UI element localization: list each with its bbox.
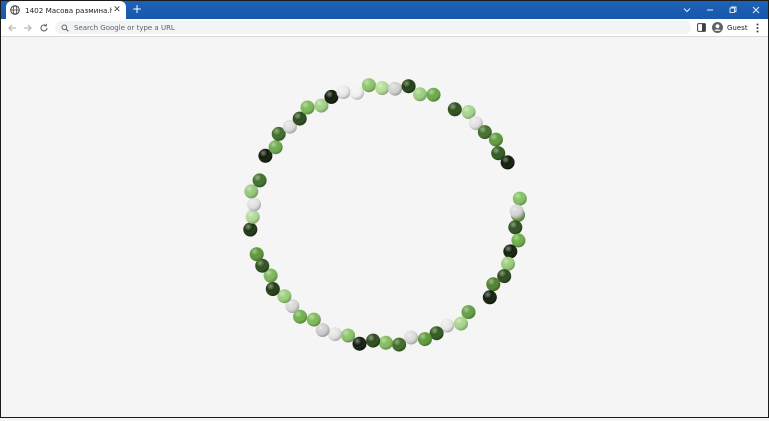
browser-toolbar: Guest (0, 19, 769, 37)
forward-arrow-icon[interactable] (22, 22, 34, 34)
bead-shading (454, 316, 468, 331)
bead-shading (268, 140, 283, 155)
bead-shading (277, 289, 292, 304)
side-panel-icon[interactable] (697, 23, 706, 32)
bead-shading (293, 309, 308, 324)
bead-shading (285, 299, 300, 314)
profile-button[interactable]: Guest (712, 21, 748, 34)
reload-icon[interactable] (38, 22, 50, 34)
bead-shading (388, 81, 403, 96)
bead-shading (413, 87, 427, 102)
address-bar[interactable] (55, 21, 691, 34)
window-close-icon[interactable] (745, 0, 767, 19)
bead-shading (306, 312, 321, 327)
bead-shading (482, 290, 497, 305)
bead-shading (271, 126, 286, 141)
kebab-menu-icon[interactable] (754, 22, 760, 33)
bead-shading (328, 327, 342, 342)
close-icon[interactable]: ✕ (113, 5, 121, 15)
bead-shading (366, 333, 381, 348)
bead-shading (447, 102, 462, 117)
profile-label: Guest (727, 23, 748, 32)
bead-shading (263, 268, 278, 283)
bead-shading (477, 125, 492, 140)
bead-shading (315, 323, 330, 337)
bead-shading (461, 305, 476, 320)
bead-shading (243, 222, 258, 237)
browser-title-bar: 1402 Масова разминa.html ✕ + (0, 0, 769, 19)
bead-shading (501, 256, 515, 271)
bead-shading (247, 197, 261, 212)
bead-shading (500, 155, 515, 170)
bead-shading (440, 318, 455, 333)
bead-shading (255, 258, 270, 273)
minimize-icon[interactable] (699, 0, 721, 19)
bead-shading (508, 220, 523, 235)
bead-shading (249, 247, 264, 262)
bead-shading (378, 335, 393, 350)
bead-shading (245, 209, 260, 224)
bead-shading (404, 330, 419, 345)
bead-shading (336, 85, 351, 99)
bead-shading (417, 332, 432, 347)
back-arrow-icon[interactable] (6, 22, 18, 34)
bead-shading (468, 116, 483, 131)
tab-title: 1402 Масова разминa.html (25, 5, 112, 15)
bead-shading (491, 146, 506, 161)
bead-shading (324, 89, 339, 104)
page-viewport (1, 37, 768, 417)
bead-shading (426, 87, 441, 102)
bead-shading (341, 328, 356, 343)
bead-shading (503, 244, 518, 259)
bead-shading (350, 85, 365, 100)
search-icon (61, 24, 69, 32)
bead-shading (252, 173, 267, 188)
address-input[interactable] (74, 21, 634, 34)
bead-shading (486, 277, 501, 292)
bead-shading (461, 105, 476, 119)
globe-icon (10, 5, 20, 15)
plus-icon[interactable]: + (131, 2, 143, 16)
bead-shading (497, 269, 512, 284)
bead-ring-canvas (243, 78, 527, 352)
bead-shading (258, 148, 273, 163)
bead-shading (392, 337, 407, 352)
bead-shading (282, 119, 297, 134)
bead-shading (375, 81, 390, 95)
avatar-icon (712, 22, 723, 33)
restore-icon[interactable] (722, 0, 744, 19)
bead-shading (265, 282, 280, 296)
bead-shading (429, 326, 444, 341)
bead-shading (488, 132, 503, 147)
bead-shading (509, 204, 524, 219)
bead-shading (361, 78, 376, 93)
bead-shading (244, 184, 259, 199)
bead-shading (512, 191, 527, 206)
bead-shading (511, 233, 526, 248)
bead-shading (300, 100, 315, 115)
tab-search-chevron-icon[interactable] (676, 0, 698, 19)
bead-shading (352, 336, 367, 351)
bead-shading (401, 79, 416, 94)
bead-shading (314, 98, 329, 113)
browser-tab[interactable]: 1402 Масова разминa.html ✕ (6, 1, 126, 19)
bead-shading (292, 111, 307, 126)
